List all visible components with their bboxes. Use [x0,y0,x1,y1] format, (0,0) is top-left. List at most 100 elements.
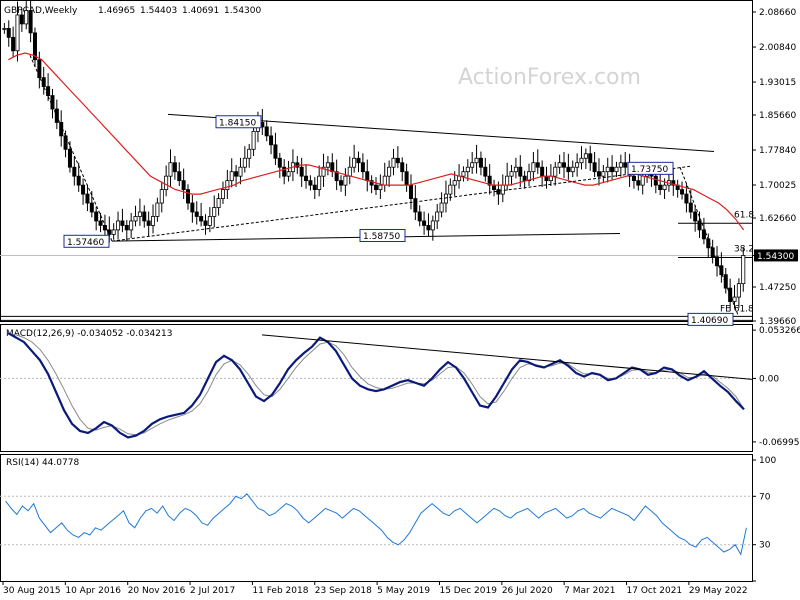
candle-body [417,211,422,222]
candle-body [610,166,615,173]
candle-body [234,171,239,177]
candle-body [177,171,182,182]
candle-body [631,175,636,182]
x-axis-label: 23 Sep 2018 [315,586,372,596]
macd-tick-label: -0.069954 [759,438,800,448]
candle-body [317,175,322,191]
candle-body [413,198,418,213]
candle-body [387,166,392,177]
candle-body [312,184,317,191]
x-axis-label: 7 Mar 2021 [564,586,615,596]
candle-body [247,148,252,159]
rsi-tick-label: 70 [759,492,771,502]
candle-body [181,180,186,191]
candle-body [601,171,606,177]
candle-body [94,211,99,222]
candle-body [133,216,138,222]
candle-body [505,175,510,186]
candle-body [614,166,619,173]
candle-body [653,175,658,186]
candle-body [299,166,304,177]
candle-body [116,220,121,231]
candle-body [583,153,588,159]
macd-signal-line [7,332,745,436]
candle-body [443,193,448,204]
candle-body [369,180,374,186]
candle-body [640,175,645,186]
candle-body [129,220,134,231]
candle-body [701,229,706,240]
candle-body [382,175,387,186]
price-tick-label: 2.00840 [759,43,796,53]
falling-dashed-line [29,55,113,242]
candle-body [439,202,444,213]
annotation-158750: 1.58750 [363,232,400,242]
candle-body [579,157,584,164]
x-axis-label: 20 Nov 2016 [128,586,186,596]
x-axis-label: 30 Aug 2015 [3,586,61,596]
candle-body [339,180,344,186]
drop-dashed-line [679,167,739,316]
candle-body [286,171,291,177]
candle-body [334,171,339,182]
watermark: ActionForex.com [458,65,641,90]
macd-trendline [261,334,753,380]
candle-body [24,10,29,25]
candle-body [282,166,287,177]
candle-body [680,189,685,195]
candle-body [190,202,195,213]
current-price-label: 1.54300 [757,252,794,262]
candle-body [19,14,24,25]
candle-body [111,229,116,235]
candle-body [719,265,724,276]
candle-body [732,296,737,302]
price-tick-label: 1.47250 [759,283,796,293]
candle-body [557,162,562,168]
candle-body [671,180,676,186]
candle-body [238,166,243,177]
candle-body [269,135,274,146]
panel-frame-2 [0,324,753,452]
price-tick-label: 1.93015 [759,78,796,88]
candle-body [592,162,597,173]
candle-body [448,184,453,195]
candle-body [168,162,173,177]
candle-body [46,86,51,96]
x-axis-label: 10 Apr 2016 [65,586,121,596]
candle-body [203,220,208,226]
candle-body [684,193,689,204]
ohlc-low: 1.40691 [182,6,219,16]
annotation-173750-box [627,161,674,175]
candle-body [199,216,204,222]
macd-line [7,332,745,439]
candle-body [478,157,483,168]
macd-tick-label: 0.00 [759,374,779,384]
rsi-tick-label: 30 [759,541,771,551]
candle-body [356,157,361,164]
candle-body [658,184,663,191]
candle-body [553,166,558,177]
annotation-158750-box [359,229,406,243]
candle-body [487,175,492,186]
main-title: GBPCAD,Weekly [4,6,78,16]
candle-body [430,220,435,231]
candle-body [151,216,156,226]
ohlc-close: 1.54300 [224,6,261,16]
price-tick-label: 1.70025 [759,181,796,191]
candle-body [107,229,112,235]
candle-body [304,175,309,182]
label-fe618: FE 61.8 [720,304,754,314]
candle-body [172,162,177,173]
candle-body [518,166,523,177]
candle-body [422,220,427,226]
candle-body [212,207,217,217]
candle-body [220,189,225,199]
candle-body [544,175,549,182]
panel-frame-3 [0,454,753,582]
candle-body [185,189,190,204]
rising-dashed-trendline [111,165,691,242]
candle-body [588,153,593,164]
candle-body [98,220,103,226]
candle-body [146,220,151,226]
x-axis-label: 5 May 2019 [377,586,430,596]
